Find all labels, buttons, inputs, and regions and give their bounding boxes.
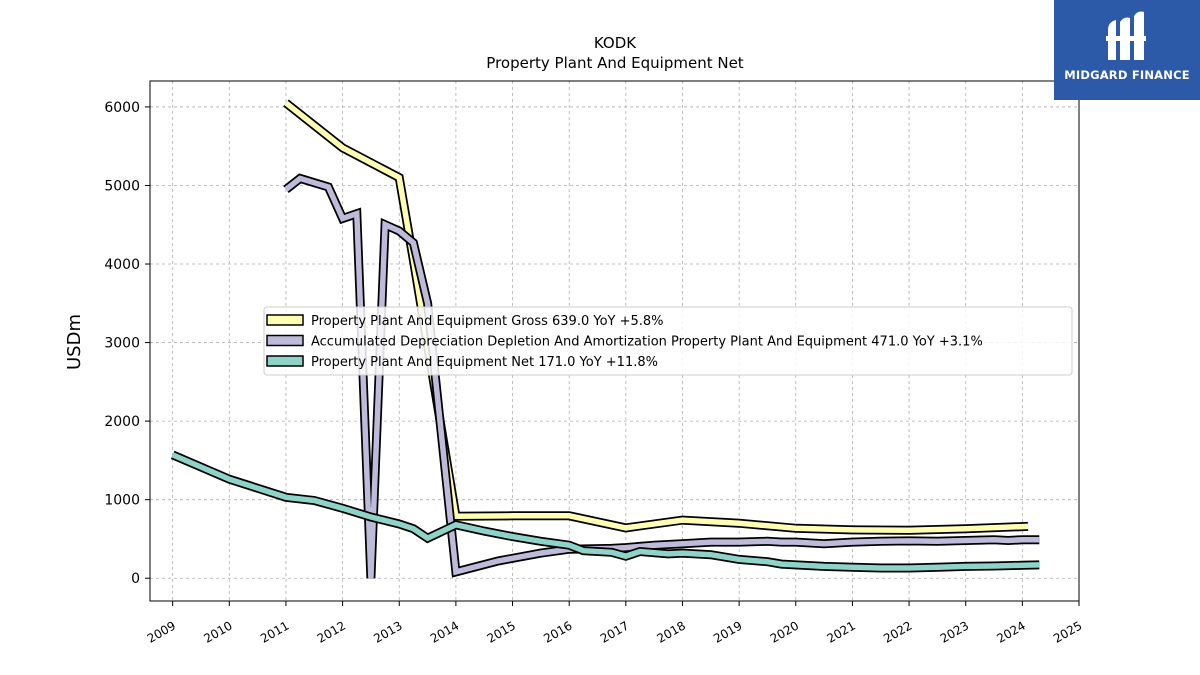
series-1 [283,173,1040,579]
legend-swatch [266,334,304,347]
x-tick-label: 2020 [768,618,801,645]
x-tick-label: 2025 [1051,618,1084,645]
x-tick-label: 2016 [541,618,574,645]
legend-entry: Property Plant And Equipment Net 171.0 Y… [311,355,658,370]
logo-text: MIDGARD FINANCE [1064,68,1190,82]
series-2 [170,450,1040,573]
x-tick-label: 2010 [201,618,234,645]
series-line [171,452,1040,571]
series-lines [170,99,1040,579]
y-tick-label: 0 [131,571,140,587]
y-tick-label: 5000 [104,178,140,194]
x-tick-label: 2024 [994,618,1027,645]
x-tick-label: 2013 [371,618,404,645]
plot-frame [149,80,1080,602]
y-tick-label: 1000 [104,493,140,509]
x-tick-label: 2019 [711,618,744,645]
x-tick-label: 2014 [428,618,461,645]
legend-box [263,306,1073,376]
legend-entry: Property Plant And Equipment Gross 639.0… [311,314,664,329]
x-tick-label: 2017 [598,618,631,645]
legend: Property Plant And Equipment Gross 639.0… [263,306,1073,376]
legend-swatch [266,314,304,326]
y-tick-label: 3000 [104,336,140,352]
legend-entry: Accumulated Depreciation Depletion And A… [311,335,983,350]
series-line [284,175,1040,579]
y-tick-label: 2000 [104,414,140,430]
midgard-finance-logo: MIDGARD FINANCE [1054,0,1200,100]
x-tick-label: 2009 [145,618,178,645]
x-tick-label: 2015 [485,618,518,645]
series-0 [283,99,1029,535]
x-tick-label: 2011 [258,618,291,645]
x-tick-label: 2023 [938,618,971,645]
y-tick-label: 6000 [104,100,140,116]
x-tick-label: 2021 [824,618,857,645]
legend-swatch [266,355,304,367]
x-tick-label: 2022 [881,618,914,645]
midgard-logo-icon [1106,11,1146,60]
x-tick-label: 2018 [655,618,688,645]
x-tick-label: 2012 [315,618,348,645]
chart-title: KODK [594,34,637,52]
series-line [284,100,1029,534]
chart-subtitle: Property Plant And Equipment Net [486,54,743,72]
y-tick-label: 4000 [104,257,140,273]
y-axis-label: USDm [64,314,85,370]
